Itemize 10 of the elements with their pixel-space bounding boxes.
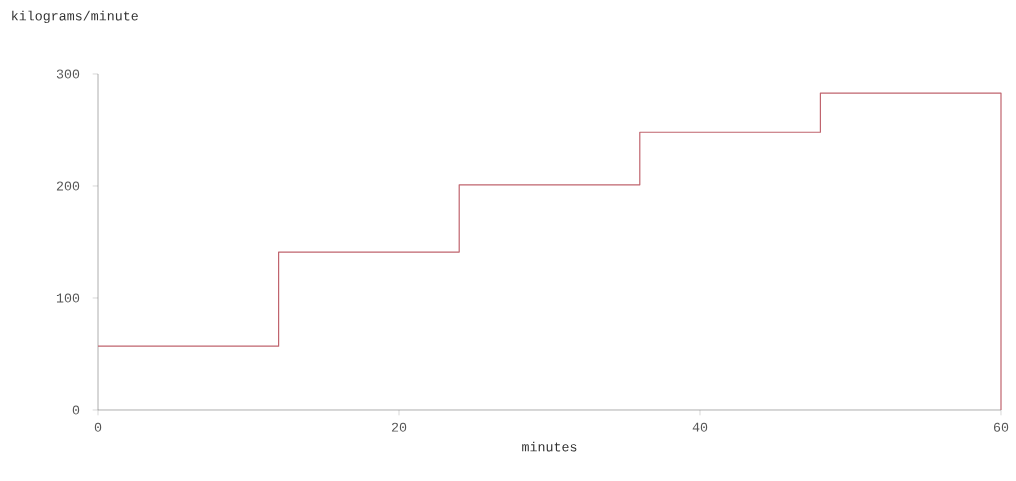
x-tick-label: 40 (692, 422, 708, 432)
y-tick-label: 0 (72, 405, 80, 415)
y-tick-label: 100 (56, 293, 80, 303)
y-tick-label: 300 (56, 69, 80, 79)
x-tick-label: 0 (94, 422, 102, 432)
y-tick-label: 200 (56, 181, 80, 191)
y-axis-title: kilograms/minute (12, 10, 138, 24)
x-tick-label: 20 (391, 422, 407, 432)
x-axis-title: minutes (522, 441, 577, 452)
x-tick-label: 60 (993, 422, 1009, 432)
